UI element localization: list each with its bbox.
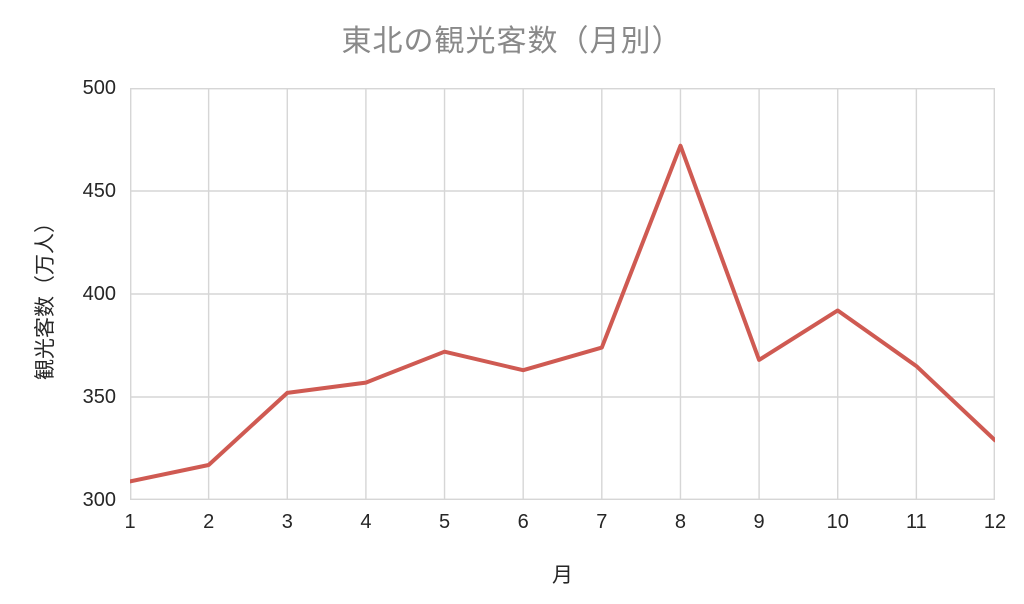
x-tick-label: 12 bbox=[983, 511, 1007, 533]
y-tick-label: 400 bbox=[82, 283, 116, 305]
y-tick-label: 350 bbox=[82, 386, 116, 408]
x-tick-label: 6 bbox=[517, 511, 529, 533]
x-tick-label: 2 bbox=[203, 511, 215, 533]
chart-title: 東北の観光客数（月別） bbox=[341, 25, 683, 58]
x-tick-label: 10 bbox=[826, 511, 849, 533]
x-tick-label: 11 bbox=[905, 511, 927, 533]
plot-area bbox=[130, 88, 995, 500]
plot-border bbox=[130, 88, 995, 500]
data-line-tourists bbox=[130, 143, 995, 484]
x-tick-label: 1 bbox=[124, 511, 136, 533]
x-tick-label: 4 bbox=[360, 511, 372, 533]
x-tick-label: 9 bbox=[753, 511, 765, 533]
x-tick-label: 5 bbox=[438, 511, 451, 533]
line-chart-svg bbox=[130, 88, 995, 500]
y-tick-label: 500 bbox=[82, 77, 116, 99]
x-axis-label: 月 bbox=[552, 564, 573, 587]
y-tick-label: 300 bbox=[82, 489, 116, 511]
x-tick-label: 3 bbox=[281, 511, 293, 533]
x-tick-label: 7 bbox=[596, 511, 608, 533]
x-tick-label: 8 bbox=[674, 511, 687, 533]
y-tick-label: 450 bbox=[82, 180, 116, 202]
